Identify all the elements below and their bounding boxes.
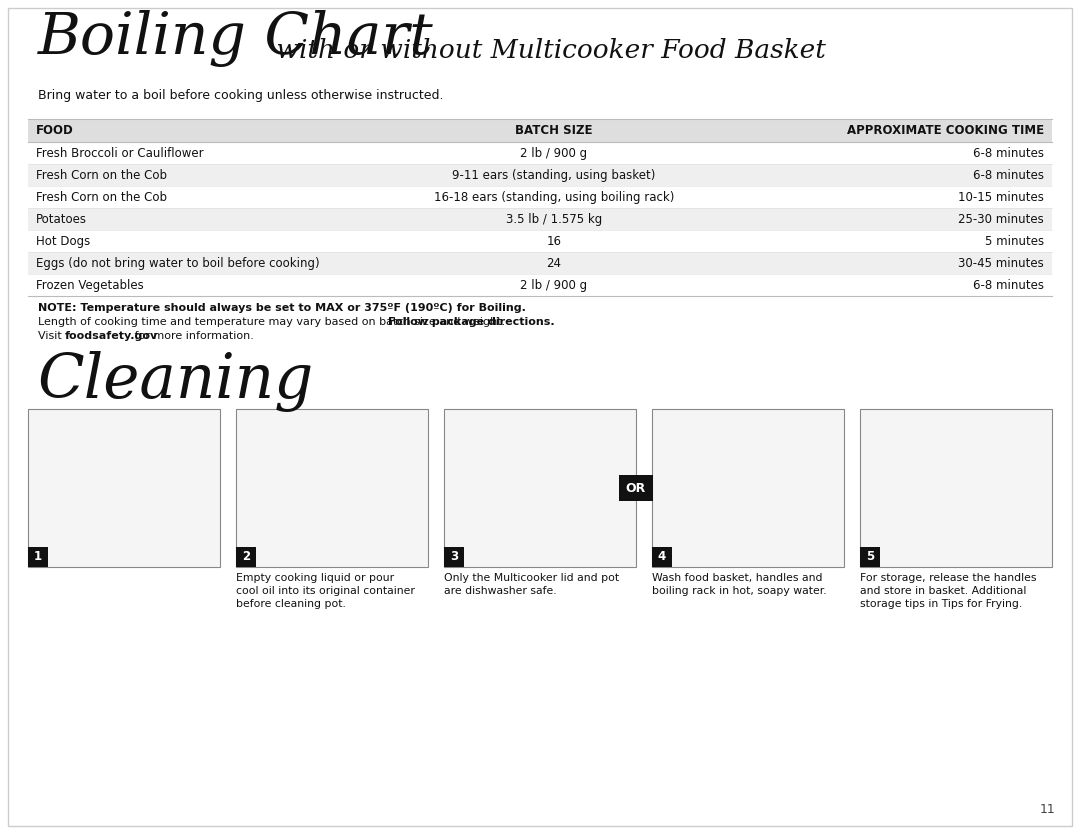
Text: 16-18 ears (standing, using boiling rack): 16-18 ears (standing, using boiling rack…	[434, 190, 674, 203]
Text: 5 minutes: 5 minutes	[985, 234, 1044, 248]
Text: Length of cooking time and temperature may vary based on batch size and weight.: Length of cooking time and temperature m…	[38, 317, 509, 327]
Bar	[28, 186, 1052, 208]
Text: Cleaning: Cleaning	[38, 351, 314, 412]
Text: Boiling Chart: Boiling Chart	[38, 10, 434, 67]
Text: 2: 2	[242, 550, 251, 564]
Bar	[652, 409, 843, 567]
Text: Bring water to a boil before cooking unless otherwise instructed.: Bring water to a boil before cooking unl…	[38, 89, 444, 102]
Text: 25-30 minutes: 25-30 minutes	[958, 213, 1044, 225]
Text: foodsafety.gov: foodsafety.gov	[65, 331, 158, 341]
Bar	[860, 547, 880, 567]
Text: 24: 24	[546, 257, 562, 269]
Text: Hot Dogs: Hot Dogs	[36, 234, 91, 248]
Bar	[619, 475, 653, 501]
Text: Fresh Corn on the Cob: Fresh Corn on the Cob	[36, 190, 167, 203]
Text: with or without Multicooker Food Basket: with or without Multicooker Food Basket	[268, 38, 826, 63]
Text: 2 lb / 900 g: 2 lb / 900 g	[521, 279, 588, 292]
Text: 9-11 ears (standing, using basket): 9-11 ears (standing, using basket)	[453, 168, 656, 182]
Bar	[652, 547, 672, 567]
Text: For storage, release the handles
and store in basket. Additional
storage tips in: For storage, release the handles and sto…	[860, 573, 1037, 610]
Text: OR: OR	[626, 481, 646, 495]
Text: for more information.: for more information.	[132, 331, 255, 341]
Text: Visit: Visit	[38, 331, 65, 341]
Bar	[28, 208, 1052, 230]
Text: 6-8 minutes: 6-8 minutes	[973, 147, 1044, 159]
Bar	[28, 274, 1052, 296]
Text: Follow package directions.: Follow package directions.	[389, 317, 555, 327]
Bar	[28, 252, 1052, 274]
Text: BATCH SIZE: BATCH SIZE	[515, 124, 593, 137]
Bar	[860, 409, 1052, 567]
Text: 11: 11	[1039, 803, 1055, 816]
Text: 4: 4	[658, 550, 666, 564]
Text: Fresh Broccoli or Cauliflower: Fresh Broccoli or Cauliflower	[36, 147, 204, 159]
Text: Eggs (do not bring water to boil before cooking): Eggs (do not bring water to boil before …	[36, 257, 320, 269]
Bar	[28, 142, 1052, 164]
Bar	[28, 230, 1052, 252]
Bar	[28, 547, 48, 567]
Text: 1: 1	[33, 550, 42, 564]
Text: 5: 5	[866, 550, 874, 564]
Text: Only the Multicooker lid and pot
are dishwasher safe.: Only the Multicooker lid and pot are dis…	[444, 573, 619, 596]
Text: 10-15 minutes: 10-15 minutes	[958, 190, 1044, 203]
Text: Fresh Corn on the Cob: Fresh Corn on the Cob	[36, 168, 167, 182]
Text: NOTE: Temperature should always be set to MAX or 375ºF (190ºC) for Boiling.: NOTE: Temperature should always be set t…	[38, 303, 526, 313]
Bar	[237, 547, 256, 567]
Bar	[444, 547, 464, 567]
Text: 6-8 minutes: 6-8 minutes	[973, 279, 1044, 292]
Bar	[237, 409, 428, 567]
Text: 6-8 minutes: 6-8 minutes	[973, 168, 1044, 182]
Text: Wash food basket, handles and
boiling rack in hot, soapy water.: Wash food basket, handles and boiling ra…	[652, 573, 826, 596]
Text: 3.5 lb / 1.575 kg: 3.5 lb / 1.575 kg	[505, 213, 603, 225]
Text: APPROXIMATE COOKING TIME: APPROXIMATE COOKING TIME	[847, 124, 1044, 137]
Bar	[28, 409, 220, 567]
Bar	[28, 164, 1052, 186]
Text: Empty cooking liquid or pour
cool oil into its original container
before cleanin: Empty cooking liquid or pour cool oil in…	[237, 573, 415, 610]
Text: Frozen Vegetables: Frozen Vegetables	[36, 279, 144, 292]
Text: 2 lb / 900 g: 2 lb / 900 g	[521, 147, 588, 159]
Text: FOOD: FOOD	[36, 124, 73, 137]
Text: 16: 16	[546, 234, 562, 248]
Bar	[444, 409, 636, 567]
Text: 30-45 minutes: 30-45 minutes	[958, 257, 1044, 269]
Bar	[28, 119, 1052, 142]
Text: 3: 3	[450, 550, 458, 564]
Text: Potatoes: Potatoes	[36, 213, 87, 225]
